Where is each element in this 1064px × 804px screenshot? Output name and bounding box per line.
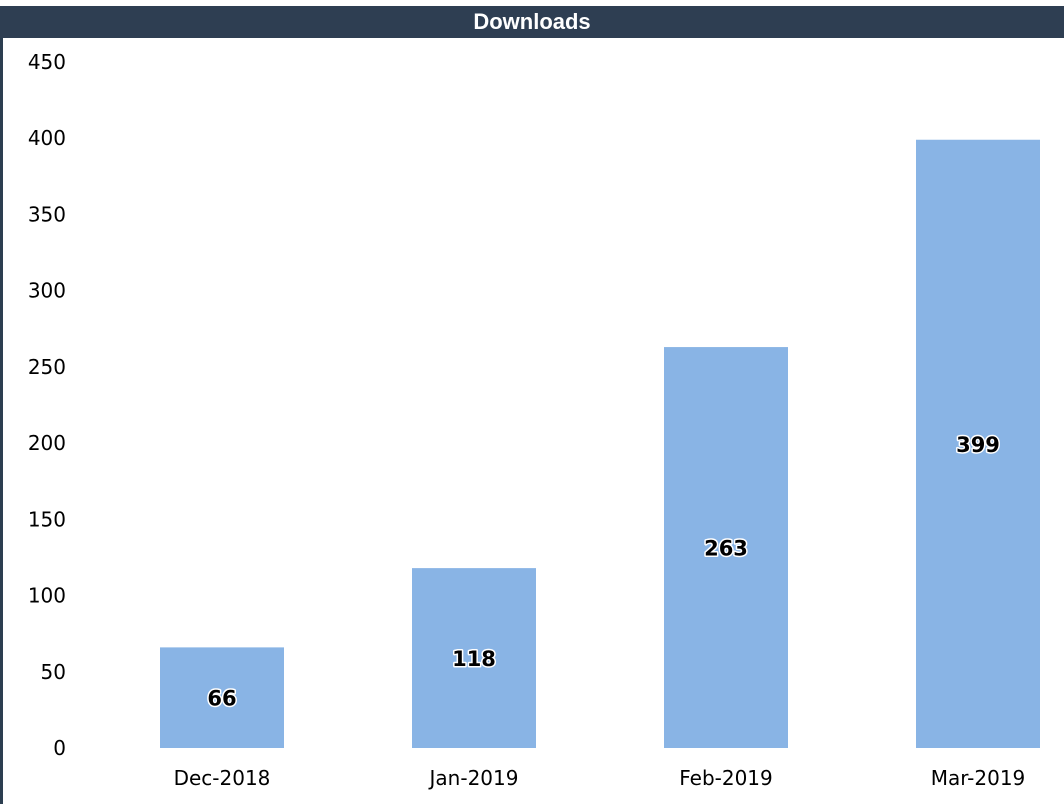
y-tick-label: 450 (28, 50, 66, 74)
x-axis: Dec-2018 Jan-2019 Feb-2019 Mar-2019 (174, 766, 1026, 790)
bar-feb-2019 (664, 347, 788, 748)
x-tick-label: Feb-2019 (679, 766, 773, 790)
y-axis: 0 50 100 150 200 250 300 350 400 450 (28, 50, 66, 760)
y-tick-label: 100 (28, 584, 66, 608)
y-tick-label: 400 (28, 126, 66, 150)
bar-dec-2018 (160, 647, 284, 748)
y-tick-label: 200 (28, 431, 66, 455)
bar-value-label: 399 (956, 433, 1000, 457)
bar-value-label: 118 (452, 647, 496, 671)
bar-value-label: 263 (704, 537, 748, 561)
y-tick-label: 250 (28, 355, 66, 379)
y-tick-label: 300 (28, 279, 66, 303)
chart-title: Downloads (473, 9, 591, 34)
bar-value-label: 66 (207, 687, 236, 711)
x-tick-label: Jan-2019 (428, 766, 519, 790)
bars: 66 118 263 399 (160, 139, 1040, 748)
x-tick-label: Dec-2018 (174, 766, 271, 790)
y-tick-label: 350 (28, 202, 66, 226)
x-tick-label: Mar-2019 (931, 766, 1026, 790)
y-tick-label: 150 (28, 507, 66, 531)
bar-jan-2019 (412, 568, 536, 748)
chart-title-bar: Downloads (0, 6, 1064, 38)
y-tick-label: 50 (41, 660, 66, 684)
bar-mar-2019 (916, 139, 1040, 748)
y-tick-label: 0 (53, 736, 66, 760)
